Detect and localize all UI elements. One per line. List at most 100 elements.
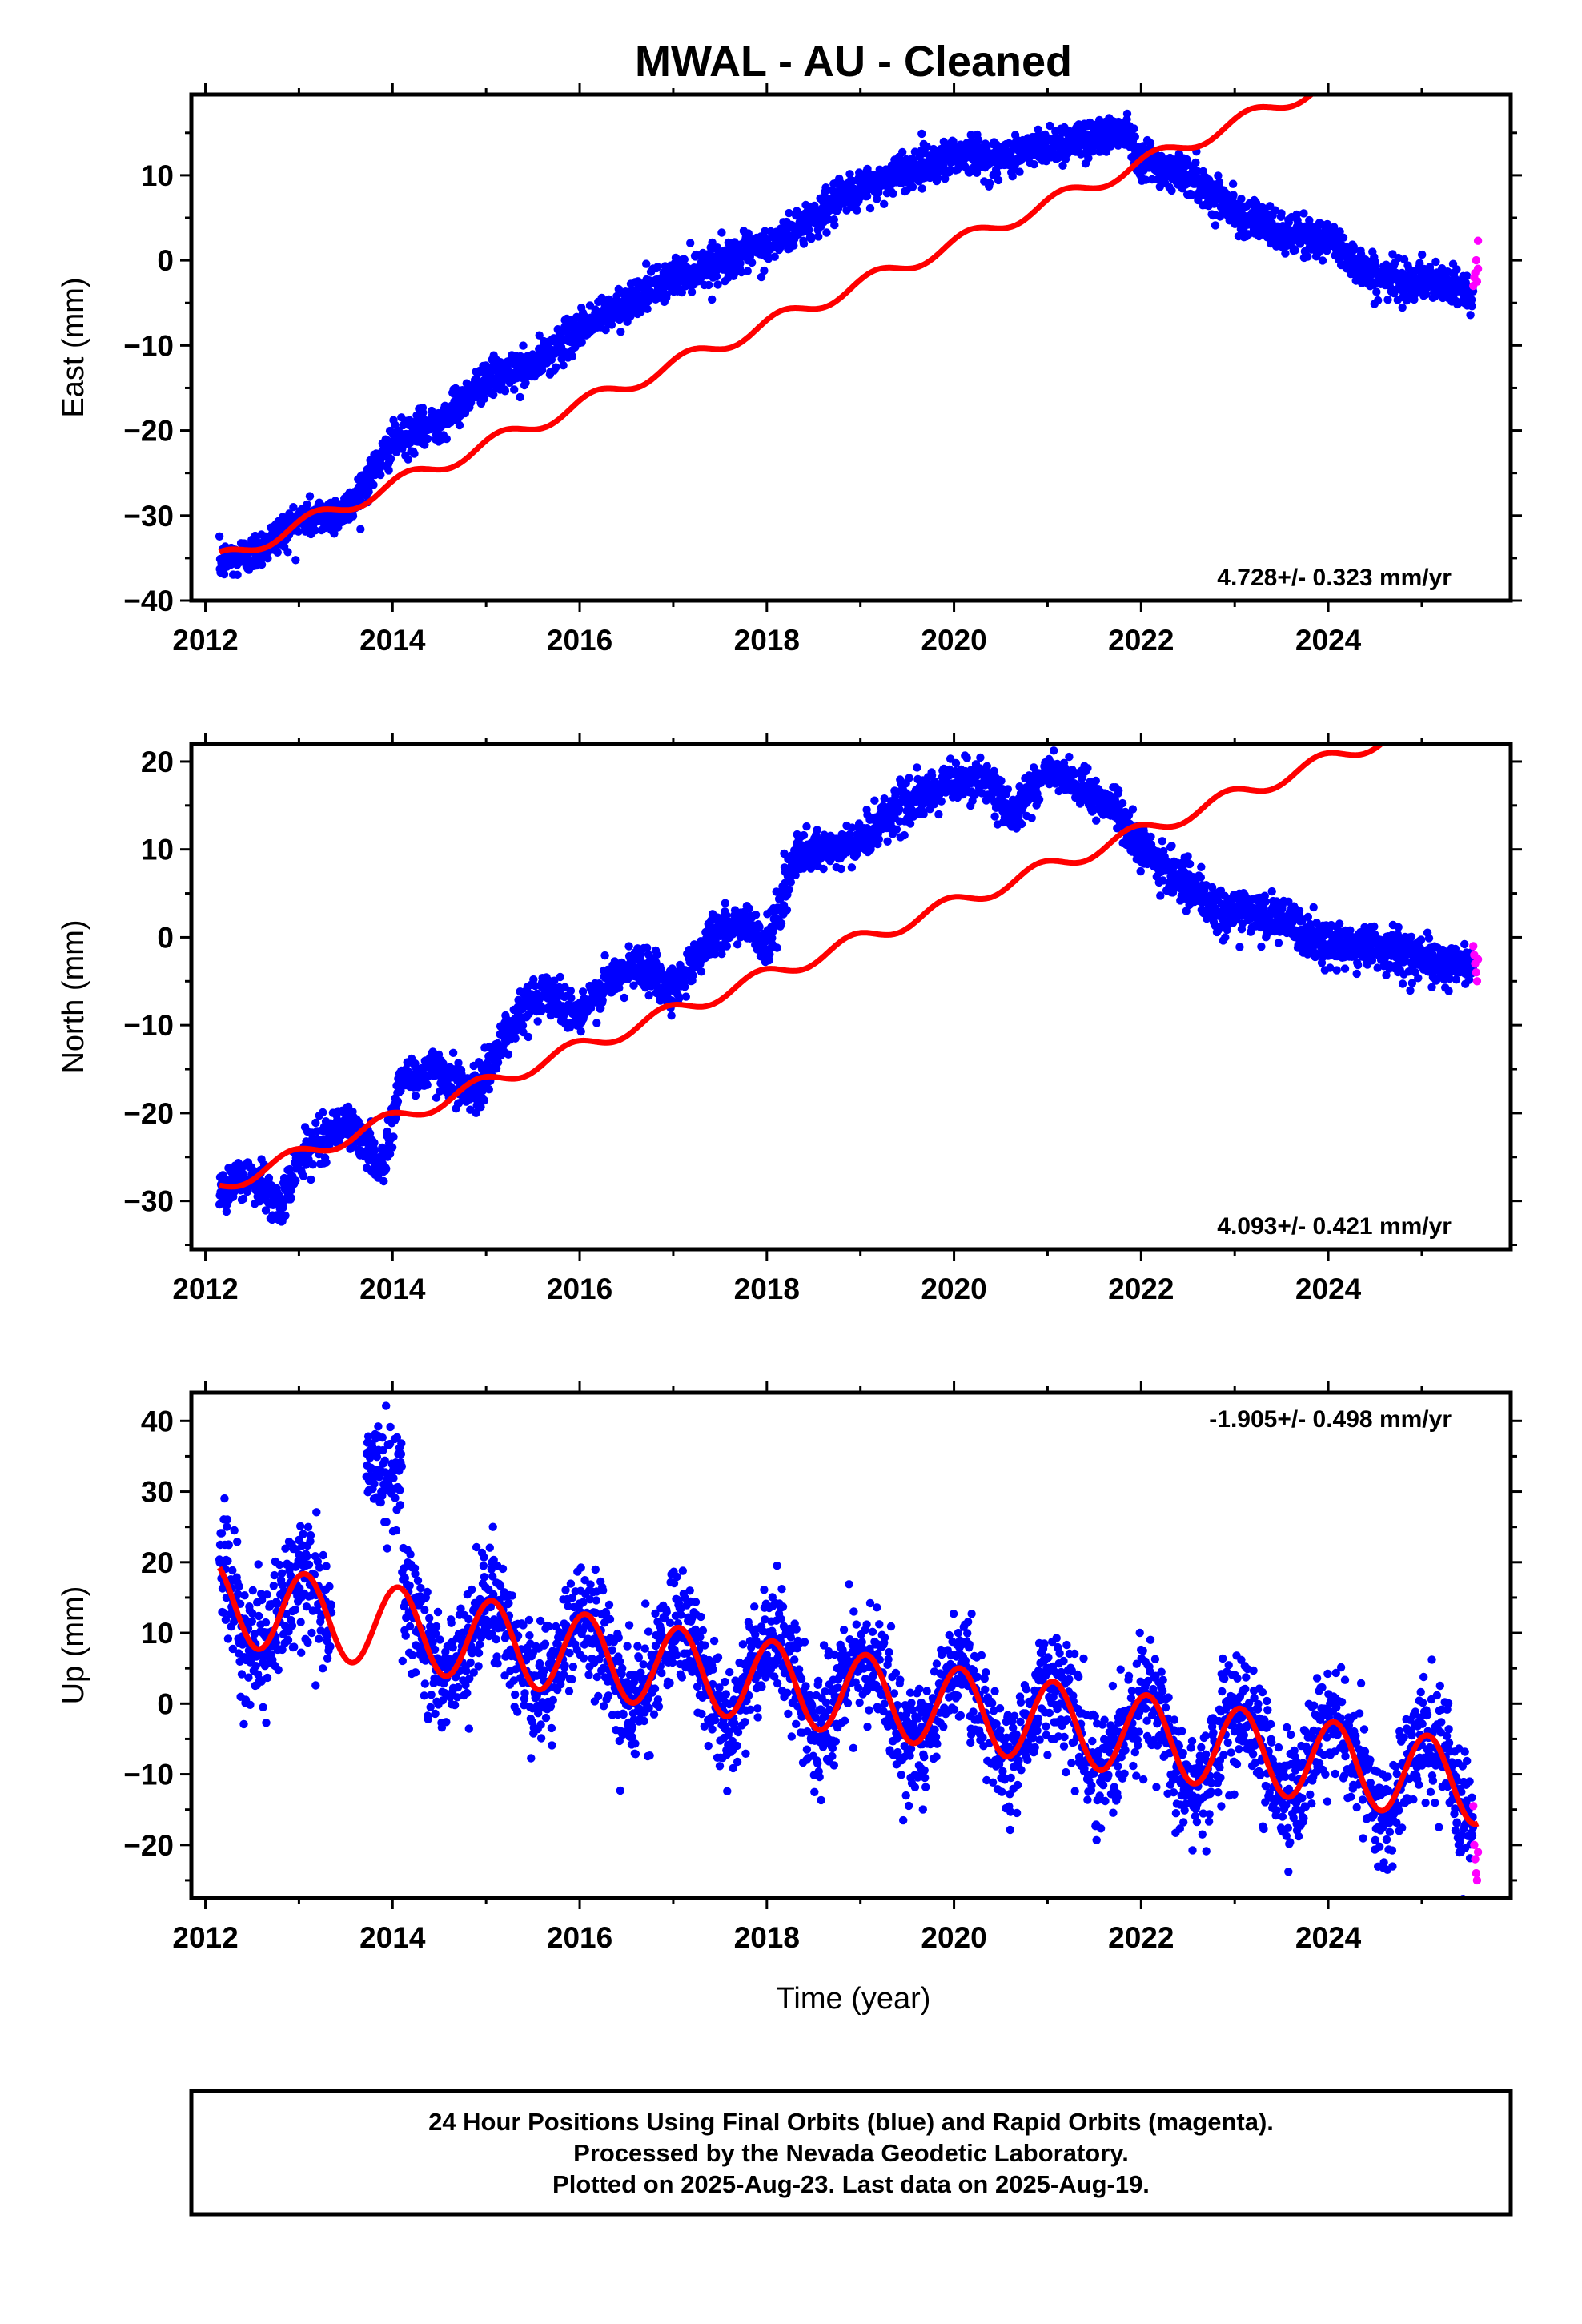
east-final-point [1372,287,1381,296]
north-final-point [485,1042,494,1051]
north-final-point [308,1160,318,1169]
east-x-tick-label: 2016 [547,624,612,657]
east-final-point [263,554,272,563]
north-final-point [600,951,609,960]
east-final-point [862,191,872,201]
east-data [215,94,1483,579]
east-x-tick-label: 2022 [1108,624,1174,657]
east-final-point [1452,265,1461,274]
east-final-point [311,526,319,535]
north-final-point [391,1114,400,1123]
east-final-point [814,232,823,241]
east-rate-label: 4.728+/- 0.323 mm/yr [1217,565,1452,591]
east-final-point [729,270,739,279]
east-final-point [799,239,809,248]
east-final-point [1463,271,1472,280]
east-final-point [713,280,722,289]
east-final-point [294,527,303,536]
east-frame [189,92,1513,603]
north-final-point [524,1032,533,1042]
east-final-point [356,525,365,533]
east-final-point [1130,132,1140,141]
east-final-point [1046,121,1054,131]
north-final-point [322,1158,331,1167]
north-final-point [472,1108,480,1118]
north-final-point [751,911,761,919]
east-final-point [917,184,927,193]
east-final-point [289,503,298,512]
north-final-point [529,975,538,984]
north-final-point [819,864,828,874]
east-final-point [369,480,378,489]
east-y-tick-label: 10 [141,159,174,192]
east-final-point [757,272,766,282]
east-final-point [1187,191,1196,199]
east-final-point [1418,250,1427,259]
east-final-point [303,500,311,509]
east-final-point [500,387,510,396]
east-panel: 2012 2014 2016 2018 2020 2022 2024−40−30−20−10… [57,83,1522,657]
east-final-point [807,232,816,242]
east-final-point [828,186,837,195]
north-final-point [913,763,921,772]
east-final-point [922,142,931,151]
east-final-point [956,140,966,149]
north-final-point [681,992,690,1001]
east-final-point [1191,158,1200,167]
east-final-point [348,512,358,521]
north-final-point [777,919,786,928]
east-final-point [1277,209,1286,218]
north-final-point [567,994,576,1003]
east-final-point [865,203,875,213]
east-y-tick-label: 0 [157,244,174,277]
east-final-point [986,179,994,187]
north-final-point [476,1103,485,1112]
east-final-point [291,556,300,565]
east-final-point [1467,296,1476,304]
north-final-point [389,1132,398,1141]
east-rapid-point [1473,264,1483,273]
north-final-point [222,1207,231,1216]
east-final-point [1421,290,1431,299]
north-final-point [624,942,633,951]
north-final-point [511,1034,520,1043]
east-final-point [908,183,917,191]
east-final-point [1008,172,1017,181]
north-final-point [755,923,764,931]
east-final-point [743,267,752,275]
east-final-point [215,532,224,541]
north-final-point [566,987,576,995]
east-model-line [217,94,1315,555]
north-final-point [382,1164,391,1173]
north-final-point [768,934,777,943]
north-final-point [598,995,607,1005]
north-final-point [480,1096,489,1105]
east-final-point [1374,296,1383,305]
east-final-point [805,226,813,235]
east-final-point [1015,167,1024,176]
north-final-point [299,1172,308,1180]
north-final-point [786,878,795,887]
north-final-point [279,1203,287,1212]
east-final-point [760,266,769,275]
east-final-point [1088,147,1098,156]
east-rapid-point [1472,277,1482,286]
east-final-point [1299,209,1308,218]
east-rapid-point [1473,236,1483,245]
east-final-point [442,434,451,444]
north-final-point [531,981,540,991]
north-final-point [239,1194,248,1204]
east-final-point [239,539,249,548]
north-final-point [880,794,889,803]
east-final-point [1215,178,1224,187]
east-final-point [830,220,839,230]
east-final-point [712,272,721,281]
east-final-point [559,361,568,370]
east-final-point [822,228,831,237]
north-final-point [845,830,855,838]
east-final-point [404,455,412,464]
east-final-point [616,328,625,336]
east-final-point [1167,186,1176,195]
north-final-point [689,971,697,980]
east-final-point [1335,227,1344,236]
